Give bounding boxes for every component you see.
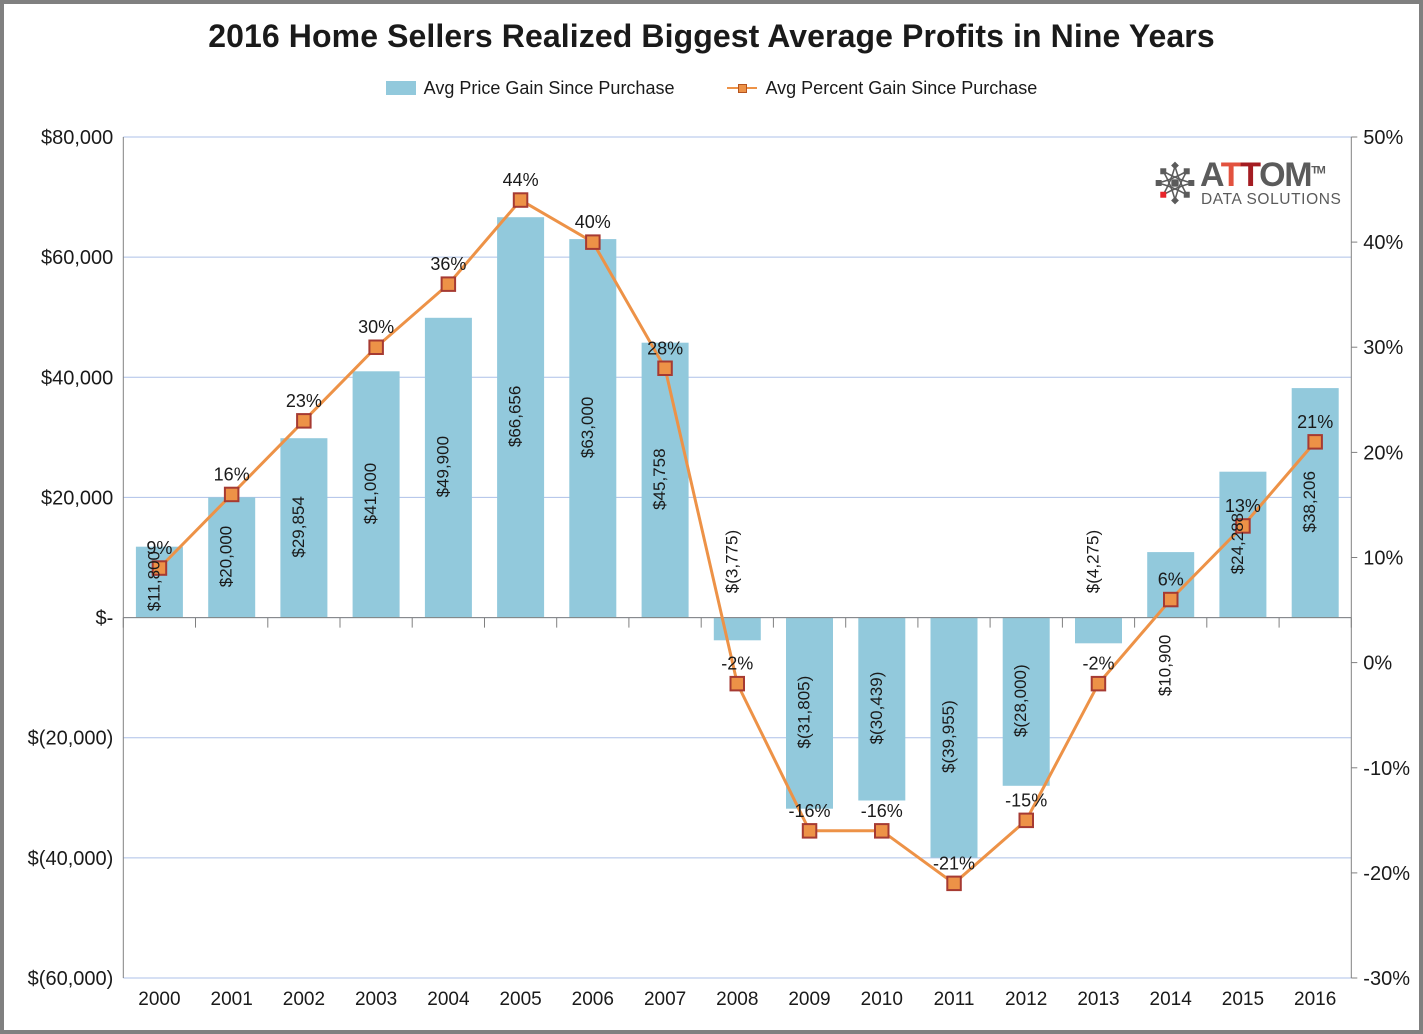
svg-text:40%: 40% [575, 212, 611, 232]
svg-text:2014: 2014 [1150, 989, 1193, 1010]
svg-text:$(39,955): $(39,955) [939, 700, 958, 773]
svg-text:21%: 21% [1297, 412, 1333, 432]
svg-text:$24,288: $24,288 [1228, 513, 1247, 574]
svg-text:2013: 2013 [1077, 989, 1119, 1010]
svg-text:6%: 6% [1158, 570, 1184, 590]
svg-text:28%: 28% [647, 338, 683, 358]
svg-text:50%: 50% [1363, 127, 1403, 149]
svg-text:$38,206: $38,206 [1300, 471, 1319, 532]
svg-text:2006: 2006 [572, 989, 614, 1010]
svg-text:-16%: -16% [861, 801, 903, 821]
svg-text:$20,000: $20,000 [217, 526, 236, 587]
svg-text:30%: 30% [358, 317, 394, 337]
svg-text:-2%: -2% [1082, 654, 1114, 674]
svg-text:30%: 30% [1363, 337, 1403, 359]
svg-text:$(20,000): $(20,000) [28, 728, 114, 750]
svg-text:16%: 16% [214, 464, 250, 484]
svg-text:$40,000: $40,000 [41, 367, 113, 389]
svg-text:2005: 2005 [499, 989, 541, 1010]
svg-text:2000: 2000 [138, 989, 180, 1010]
svg-text:-10%: -10% [1363, 758, 1410, 780]
svg-text:40%: 40% [1363, 232, 1403, 254]
svg-text:$10,900: $10,900 [1156, 635, 1175, 696]
svg-text:-20%: -20% [1363, 863, 1410, 885]
svg-text:2007: 2007 [644, 989, 686, 1010]
svg-text:36%: 36% [430, 254, 466, 274]
svg-text:2003: 2003 [355, 989, 397, 1010]
svg-text:$20,000: $20,000 [41, 487, 113, 509]
svg-text:2009: 2009 [788, 989, 830, 1010]
svg-text:-21%: -21% [933, 853, 975, 873]
svg-text:$(31,805): $(31,805) [795, 676, 814, 749]
svg-text:-16%: -16% [788, 801, 830, 821]
svg-text:2016: 2016 [1294, 989, 1336, 1010]
svg-text:-30%: -30% [1363, 968, 1410, 990]
svg-text:0%: 0% [1363, 653, 1392, 675]
svg-text:2015: 2015 [1222, 989, 1264, 1010]
svg-text:23%: 23% [286, 391, 322, 411]
svg-text:$(4,275): $(4,275) [1084, 530, 1103, 593]
svg-text:2004: 2004 [427, 989, 470, 1010]
svg-text:-15%: -15% [1005, 790, 1047, 810]
svg-text:$-: $- [96, 608, 114, 630]
svg-text:$(40,000): $(40,000) [28, 848, 114, 870]
svg-text:$(30,439): $(30,439) [867, 672, 886, 745]
svg-text:2012: 2012 [1005, 989, 1047, 1010]
svg-text:2011: 2011 [934, 989, 975, 1010]
svg-text:$80,000: $80,000 [41, 127, 113, 149]
svg-text:2002: 2002 [283, 989, 325, 1010]
svg-text:$41,000: $41,000 [361, 463, 380, 524]
svg-text:$(60,000): $(60,000) [28, 968, 114, 990]
svg-text:$(3,775): $(3,775) [722, 530, 741, 593]
svg-text:$(28,000): $(28,000) [1011, 664, 1030, 737]
svg-text:10%: 10% [1363, 548, 1403, 570]
svg-text:-2%: -2% [721, 654, 753, 674]
svg-text:$45,758: $45,758 [650, 448, 669, 509]
svg-text:2008: 2008 [716, 989, 758, 1010]
svg-text:20%: 20% [1363, 442, 1403, 464]
svg-text:2010: 2010 [861, 989, 903, 1010]
svg-text:2001: 2001 [211, 989, 253, 1010]
svg-text:$63,000: $63,000 [578, 397, 597, 458]
svg-text:44%: 44% [503, 170, 539, 190]
svg-text:$60,000: $60,000 [41, 247, 113, 269]
svg-text:$66,656: $66,656 [506, 386, 525, 447]
svg-text:$11,800: $11,800 [144, 551, 163, 611]
svg-text:$49,900: $49,900 [433, 436, 452, 497]
svg-text:$29,854: $29,854 [289, 496, 308, 557]
